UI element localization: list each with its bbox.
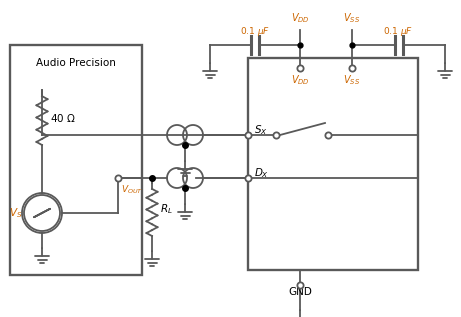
Text: $V_{SS}$: $V_{SS}$ <box>343 11 361 25</box>
Text: $D_X$: $D_X$ <box>254 166 269 180</box>
Text: Audio Precision: Audio Precision <box>36 58 116 68</box>
Text: GND: GND <box>288 287 312 297</box>
Text: $R_L$: $R_L$ <box>160 203 173 217</box>
Bar <box>10 45 142 275</box>
Text: $V_{SS}$: $V_{SS}$ <box>343 73 361 87</box>
Text: $V_{DD}$: $V_{DD}$ <box>290 11 309 25</box>
Bar <box>248 58 418 270</box>
Text: $V_{DD}$: $V_{DD}$ <box>290 73 309 87</box>
Text: $V_{OUT}$: $V_{OUT}$ <box>121 184 143 196</box>
Text: $V_S$: $V_S$ <box>9 206 23 220</box>
Text: $0.1\ \mu F$: $0.1\ \mu F$ <box>240 25 270 38</box>
Text: $40\ \Omega$: $40\ \Omega$ <box>50 112 76 124</box>
Text: $S_X$: $S_X$ <box>254 123 268 137</box>
Text: $0.1\ \mu F$: $0.1\ \mu F$ <box>384 25 414 38</box>
